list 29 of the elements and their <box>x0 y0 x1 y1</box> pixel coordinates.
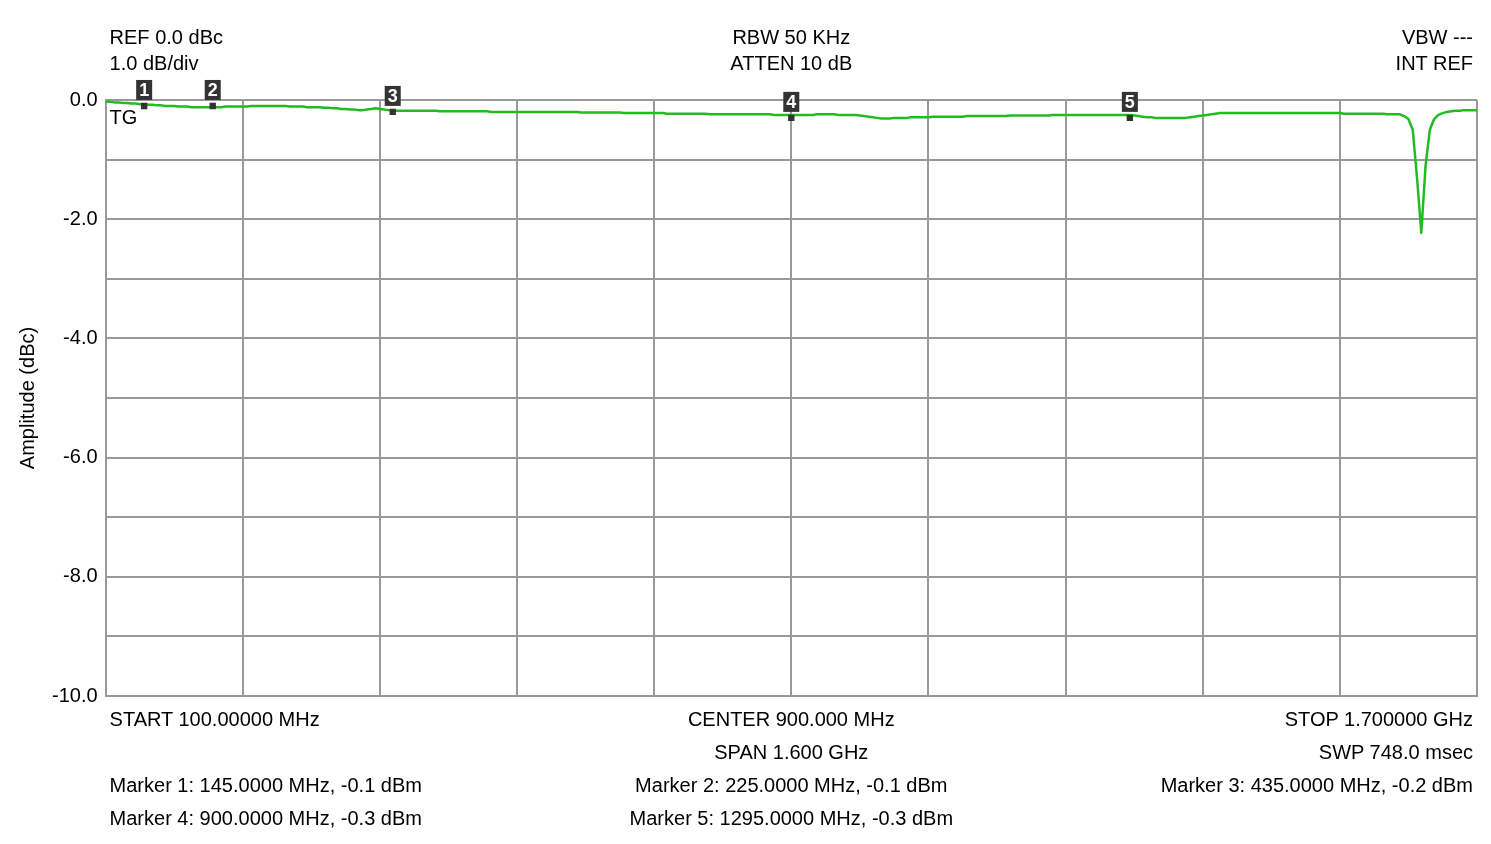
text: VBW --- <box>1401 25 1473 48</box>
annotation: 4 <box>786 91 797 112</box>
annotation: 2 <box>207 79 218 100</box>
text: Marker 2: 225.0000 MHz, -0.1 dBm <box>635 773 948 796</box>
text: RBW 50 KHz <box>732 25 851 48</box>
text: REF 0.0 dBc <box>109 25 223 48</box>
y-axis-title: Amplitude (dBc) <box>15 326 38 470</box>
y-tick-label: -10.0 <box>51 683 98 706</box>
annotation: 3 <box>387 85 398 106</box>
y-tick-label: -6.0 <box>63 445 98 468</box>
text: Marker 1: 145.0000 MHz, -0.1 dBm <box>109 773 422 796</box>
text: START 100.00000 MHz <box>109 707 320 730</box>
y-tick-label: -4.0 <box>63 325 98 348</box>
text: Marker 4: 900.0000 MHz, -0.3 dBm <box>109 806 422 829</box>
y-tick-label: -2.0 <box>63 206 98 229</box>
text: SWP 748.0 msec <box>1318 740 1473 763</box>
annotation: 5 <box>1124 91 1135 112</box>
text: 1.0 dB/div <box>109 51 199 74</box>
text: Marker 3: 435.0000 MHz, -0.2 dBm <box>1160 773 1473 796</box>
text: ATTEN 10 dB <box>730 51 853 74</box>
text: CENTER 900.000 MHz <box>687 707 895 730</box>
text: INT REF <box>1395 51 1473 74</box>
y-tick-label: -8.0 <box>63 564 98 587</box>
text: SPAN 1.600 GHz <box>714 740 869 763</box>
annotation: 1 <box>139 79 150 100</box>
annotation: TG <box>109 105 138 128</box>
y-tick-label: 0.0 <box>69 87 98 110</box>
text: Marker 5: 1295.0000 MHz, -0.3 dBm <box>629 806 954 829</box>
text: STOP 1.700000 GHz <box>1284 707 1473 730</box>
